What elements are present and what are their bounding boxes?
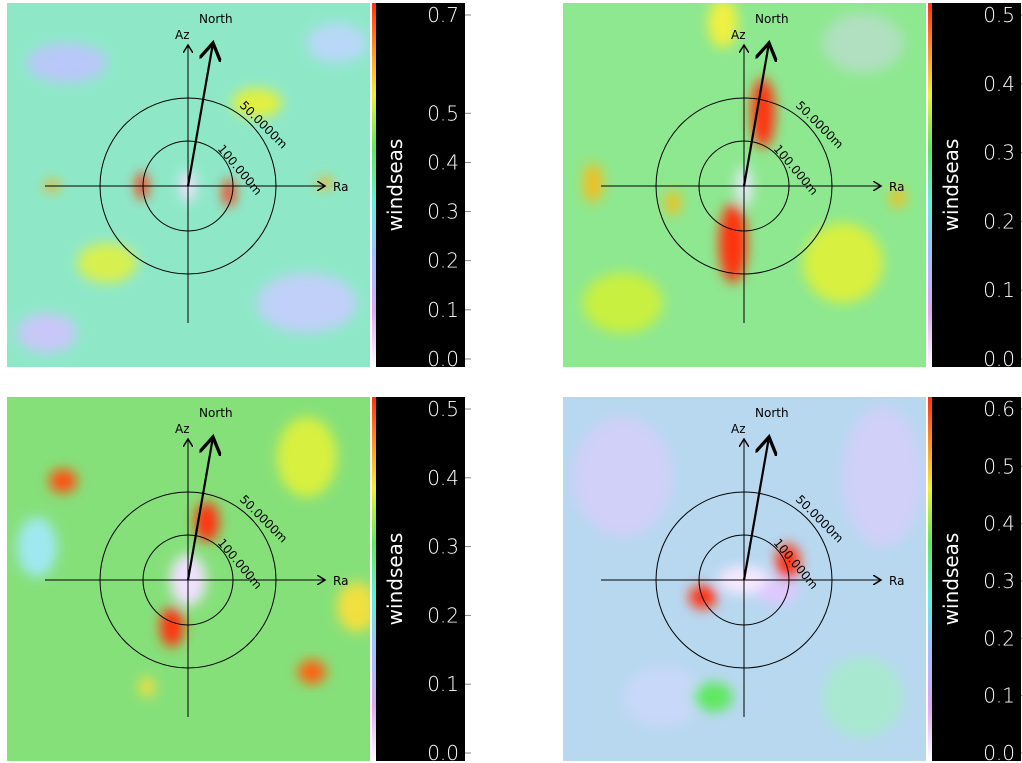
colorbar-tick-label: 0.2 [427, 603, 459, 627]
heatmap-blob [77, 243, 137, 283]
north-label: North [755, 12, 789, 26]
heatmap-blob [751, 78, 775, 148]
range-label: Ra [889, 574, 904, 588]
north-label: North [199, 12, 233, 26]
colorbar-tick-label: 0.1 [983, 278, 1015, 302]
heatmap-texture [573, 407, 923, 737]
colorbar [928, 3, 932, 367]
heatmap-blob [307, 23, 367, 63]
az-label: Az [175, 422, 190, 436]
colorbar-tick-label: 0.3 [427, 535, 459, 559]
heatmap-blob [623, 667, 703, 727]
heatmap-blob [139, 677, 155, 697]
heatmap-blob [693, 682, 733, 712]
colorbar-tick-label: 0.0 [983, 741, 1015, 763]
colorbar-tick-label: 0.2 [427, 249, 459, 273]
north-arrow [742, 43, 769, 187]
colorbar-tick-label: 0.2 [983, 626, 1015, 650]
heatmap-blob [17, 517, 57, 577]
colorbar-tick-label: 0.7 [427, 3, 459, 27]
colorbar-tick-label: 0.1 [427, 672, 459, 696]
colorbar-tick-label: 0.3 [983, 141, 1015, 165]
colorbar-tick-label: 0.1 [427, 298, 459, 322]
colorbar-tick-label: 0.6 [983, 397, 1015, 421]
colorbar-tick-label: 0.0 [983, 347, 1015, 371]
heatmap-blob [277, 417, 337, 497]
colorbar-label: windseas [939, 533, 963, 626]
colorbar-tick-label: 0.0 [427, 347, 459, 371]
heatmap-texture [583, 3, 906, 333]
heatmap-blob [708, 3, 738, 48]
colorbar-tick-label: 0.5 [983, 454, 1015, 478]
heatmap-texture [17, 417, 370, 697]
heatmap-blob [573, 417, 673, 537]
colorbar-tick-label: 0.4 [427, 466, 459, 490]
colorbar-tick-label: 0.2 [983, 209, 1015, 233]
range-label: Ra [333, 180, 348, 194]
heatmap-blob [583, 163, 603, 203]
north-arrow [186, 43, 213, 187]
colorbar-tick-label: 0.4 [983, 72, 1015, 96]
colorbar-tick-label: 0.3 [427, 200, 459, 224]
heatmap-blob [17, 313, 77, 353]
colorbar-tick-label: 0.1 [983, 684, 1015, 708]
colorbar-tick-label: 0.4 [983, 512, 1015, 536]
north-label: North [199, 406, 233, 420]
heatmap-blob [27, 43, 107, 83]
colorbar-label: windseas [383, 533, 407, 626]
az-label: Az [731, 422, 746, 436]
heatmap-blob [776, 544, 800, 580]
colorbar-panel [372, 397, 465, 761]
heatmap-blob [317, 177, 333, 189]
colorbar-panel [928, 3, 1021, 367]
colorbar [928, 397, 932, 761]
heatmap-blob [803, 223, 883, 303]
heatmap-blob [160, 607, 184, 647]
heatmap-blob [49, 469, 77, 493]
az-label: Az [731, 28, 746, 42]
colorbar-panel [372, 3, 465, 367]
heatmap-blob [583, 273, 663, 333]
heatmap-blob [758, 580, 798, 604]
heatmap-blob [257, 273, 357, 333]
heatmap-blob [719, 203, 747, 283]
heatmap-blob [232, 88, 282, 118]
heatmap-blob [890, 188, 906, 208]
colorbar-tick-label: 0.4 [427, 150, 459, 174]
colorbar-tick-label: 0.5 [427, 397, 459, 421]
heatmap-blob [298, 660, 326, 684]
heatmap-blob [823, 657, 903, 737]
colorbar-tick-label: 0.5 [983, 3, 1015, 27]
colorbar-tick-label: 0.0 [427, 741, 459, 763]
north-arrow [742, 437, 769, 581]
north-arrow [186, 437, 213, 581]
colorbar-label: windseas [939, 139, 963, 232]
heatmap-blob [337, 582, 370, 632]
range-label: Ra [889, 180, 904, 194]
heatmap-blob [823, 13, 903, 73]
colorbar-tick-label: 0.5 [427, 101, 459, 125]
colorbar-label: windseas [383, 139, 407, 232]
heatmap-blob [843, 407, 923, 547]
north-label: North [755, 406, 789, 420]
colorbar-tick-label: 0.3 [983, 569, 1015, 593]
heatmap-blob [665, 191, 681, 215]
colorbar-panel [928, 397, 1021, 761]
colorbar [372, 3, 376, 367]
az-label: Az [175, 28, 190, 42]
heatmap-blob [689, 585, 717, 609]
colorbar [372, 397, 376, 761]
range-label: Ra [333, 574, 348, 588]
